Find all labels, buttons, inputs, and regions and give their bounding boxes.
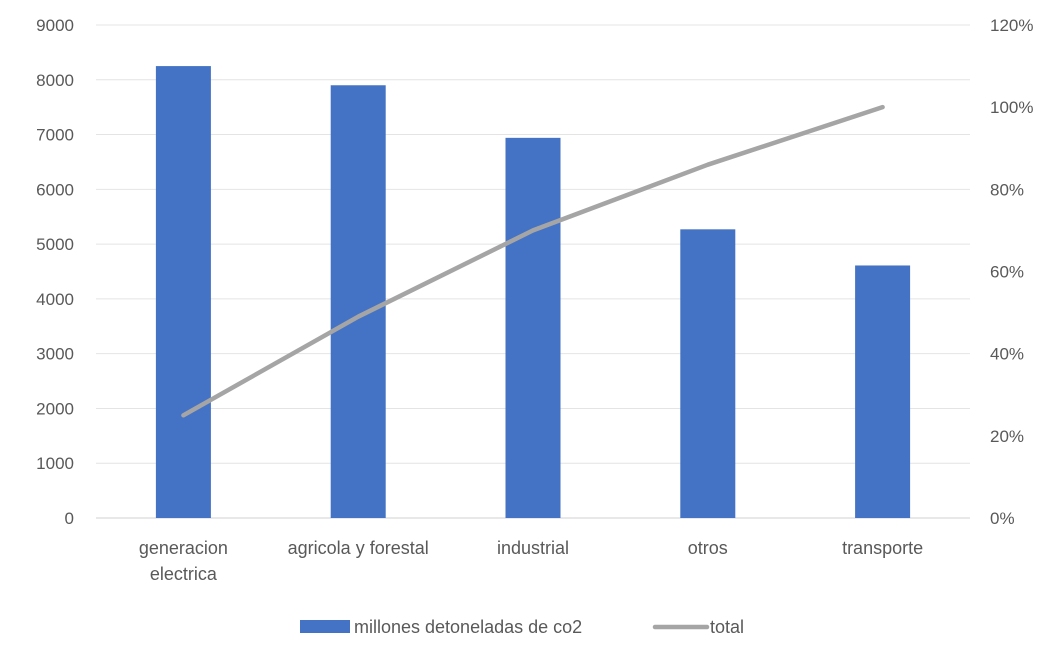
category-label-line: industrial [497, 538, 569, 558]
left-axis-tick-label: 5000 [36, 235, 74, 254]
left-axis-tick-label: 0 [65, 509, 74, 528]
right-axis-tick-label: 0% [990, 509, 1015, 528]
bar [680, 229, 736, 518]
right-axis-tick-label: 20% [990, 427, 1024, 446]
right-axis-tick-label: 80% [990, 180, 1024, 199]
right-axis-tick-label: 40% [990, 345, 1024, 364]
category-label: industrial [497, 538, 569, 558]
legend-label-bar: millones detoneladas de co2 [354, 617, 582, 637]
right-axis-tick-label: 120% [990, 16, 1033, 35]
bar-series [155, 66, 911, 518]
category-label-line: generacion [139, 538, 228, 558]
left-axis-tick-label: 4000 [36, 290, 74, 309]
left-axis-tick-label: 9000 [36, 16, 74, 35]
bar [505, 137, 561, 518]
left-axis-tick-label: 2000 [36, 399, 74, 418]
category-labels: generacion electrica agricola y forestal in… [139, 538, 923, 584]
bar [855, 265, 911, 518]
bar [330, 85, 386, 518]
right-axis-tick-label: 100% [990, 98, 1033, 117]
total-line [181, 104, 885, 418]
line-series [181, 104, 885, 418]
left-axis-tick-label: 7000 [36, 126, 74, 145]
category-label-line: agricola y forestal [288, 538, 429, 558]
left-axis-tick-label: 3000 [36, 345, 74, 364]
left-axis-ticks: 0 1000 2000 3000 4000 5000 6000 7000 8000 9000 [36, 16, 74, 528]
legend-swatch-bar [300, 620, 350, 633]
right-axis-tick-label: 60% [990, 263, 1024, 282]
category-label-line: electrica [150, 564, 218, 584]
legend-label-line: total [710, 617, 744, 637]
left-axis-tick-label: 6000 [36, 180, 74, 199]
left-axis-tick-label: 8000 [36, 71, 74, 90]
legend: millones detoneladas de co2 total [300, 617, 744, 637]
right-axis-ticks: 0% 20% 40% 60% 80% 100% 120% [990, 16, 1033, 528]
left-axis-tick-label: 1000 [36, 454, 74, 473]
category-label: agricola y forestal [288, 538, 429, 558]
bar [155, 66, 211, 518]
category-label: transporte [842, 538, 923, 558]
category-label-line: transporte [842, 538, 923, 558]
category-label-line: otros [688, 538, 728, 558]
category-label: generacion electrica [139, 538, 228, 584]
category-label: otros [688, 538, 728, 558]
